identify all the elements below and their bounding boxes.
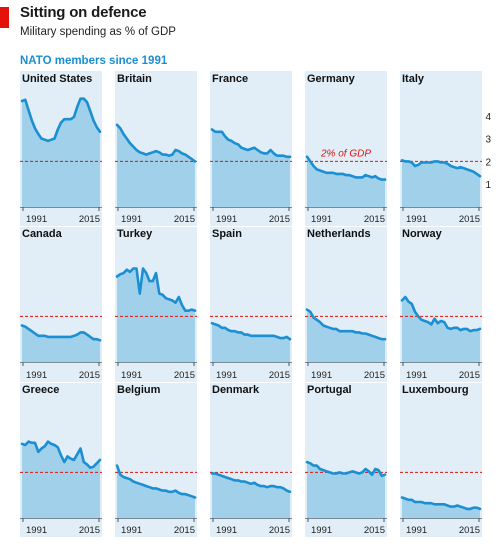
- x-tick-label: 2015: [364, 525, 385, 536]
- panel-denmark: Denmark 1991 2015: [210, 383, 292, 537]
- panel-canada: Canada 1991 2015: [20, 227, 102, 382]
- x-tick-label: 2015: [459, 214, 480, 225]
- y-tick-label: 4: [485, 112, 491, 123]
- panel-title: Canada: [22, 228, 63, 240]
- x-tick-label: 1991: [311, 525, 332, 536]
- series-line: [115, 123, 197, 163]
- series-line: [210, 128, 292, 159]
- series-area: [307, 309, 385, 362]
- series-area: [22, 441, 100, 518]
- panel-title: Norway: [402, 228, 443, 240]
- series-area: [117, 465, 195, 518]
- series-line: [305, 155, 387, 181]
- x-tick-label: 2015: [364, 370, 385, 381]
- panel-title: Britain: [117, 73, 152, 85]
- x-tick-label: 2015: [79, 525, 100, 536]
- chart-subtitle: Military spending as % of GDP: [20, 26, 176, 38]
- x-tick-label: 1991: [216, 370, 237, 381]
- series-area: [117, 124, 195, 207]
- panel-title: Germany: [307, 73, 356, 85]
- x-tick-label: 1991: [406, 370, 427, 381]
- panel-title: Italy: [402, 73, 425, 85]
- chart-title: Sitting on defence: [20, 4, 147, 21]
- series-line: [305, 308, 387, 341]
- section-label: NATO members since 1991: [20, 55, 168, 67]
- series-line: [20, 97, 102, 143]
- x-tick-label: 1991: [406, 214, 427, 225]
- series-line: [400, 159, 482, 178]
- panel-title: United States: [22, 73, 92, 85]
- x-tick-label: 2015: [174, 525, 195, 536]
- x-tick-label: 1991: [216, 214, 237, 225]
- panel-spain: Spain 1991 2015: [210, 227, 292, 382]
- x-tick-label: 1991: [26, 214, 47, 225]
- series-line: [20, 324, 102, 342]
- x-tick-label: 2015: [174, 214, 195, 225]
- panel-title: Turkey: [117, 228, 153, 240]
- x-tick-label: 1991: [121, 525, 142, 536]
- series-area: [212, 323, 290, 362]
- series-line: [115, 267, 197, 312]
- series-line: [400, 496, 482, 511]
- x-tick-label: 2015: [364, 214, 385, 225]
- x-tick-label: 2015: [269, 525, 290, 536]
- series-line: [400, 295, 482, 333]
- series-line: [20, 440, 102, 470]
- x-tick-label: 2015: [269, 370, 290, 381]
- panel-title: Spain: [212, 228, 242, 240]
- panel-title: France: [212, 73, 248, 85]
- x-tick-label: 2015: [174, 370, 195, 381]
- series-line: [210, 321, 292, 341]
- panel-belgium: Belgium 1991 2015: [115, 383, 197, 537]
- series-area: [307, 462, 385, 518]
- panel-turkey: Turkey 1991 2015: [115, 227, 197, 382]
- red-accent-tag: [0, 7, 9, 28]
- x-tick-label: 2015: [79, 214, 100, 225]
- series-area: [212, 129, 290, 207]
- panel-title: Denmark: [212, 384, 260, 396]
- x-tick-label: 2015: [459, 370, 480, 381]
- x-tick-label: 1991: [26, 525, 47, 536]
- series-area: [22, 325, 100, 362]
- x-tick-label: 1991: [406, 525, 427, 536]
- x-tick-label: 1991: [216, 525, 237, 536]
- x-tick-label: 1991: [311, 214, 332, 225]
- series-area: [402, 160, 480, 207]
- panel-italy: Italy 1991 2015: [400, 71, 482, 226]
- y-tick-label: 1: [485, 180, 491, 191]
- series-line: [305, 460, 387, 478]
- panel-britain: Britain 1991 2015: [115, 71, 197, 226]
- y-tick-label: 2: [485, 157, 491, 168]
- series-line: [115, 464, 197, 499]
- reference-label: 2% of GDP: [320, 148, 371, 159]
- series-area: [402, 297, 480, 362]
- panel-title: Belgium: [117, 384, 161, 396]
- panel-france: France 1991 2015: [210, 71, 292, 226]
- panel-norway: Norway 1991 2015: [400, 227, 482, 382]
- series-area: [117, 268, 195, 362]
- panel-title: Netherlands: [307, 228, 371, 240]
- panel-portugal: Portugal 1991 2015: [305, 383, 387, 537]
- series-area: [307, 156, 385, 207]
- panel-luxembourg: Luxembourg 1991 2015: [400, 383, 482, 537]
- series-area: [22, 98, 100, 207]
- y-tick-label: 3: [485, 135, 491, 146]
- x-tick-label: 2015: [79, 370, 100, 381]
- x-tick-label: 2015: [269, 214, 290, 225]
- series-line: [210, 472, 292, 494]
- x-tick-label: 1991: [121, 214, 142, 225]
- x-tick-label: 1991: [311, 370, 332, 381]
- panel-netherlands: Netherlands 1991 2015: [305, 227, 387, 382]
- panel-title: Luxembourg: [402, 384, 469, 396]
- x-tick-label: 1991: [26, 370, 47, 381]
- panel-title: Greece: [22, 384, 59, 396]
- series-area: [212, 473, 290, 518]
- panel-title: Portugal: [307, 384, 352, 396]
- panel-greece: Greece 1991 2015: [20, 383, 102, 537]
- panel-germany: Germany 1991 2015 2% of GDP: [305, 71, 387, 226]
- panel-united-states: United States 1991 2015: [20, 71, 102, 226]
- x-tick-label: 1991: [121, 370, 142, 381]
- x-tick-label: 2015: [459, 525, 480, 536]
